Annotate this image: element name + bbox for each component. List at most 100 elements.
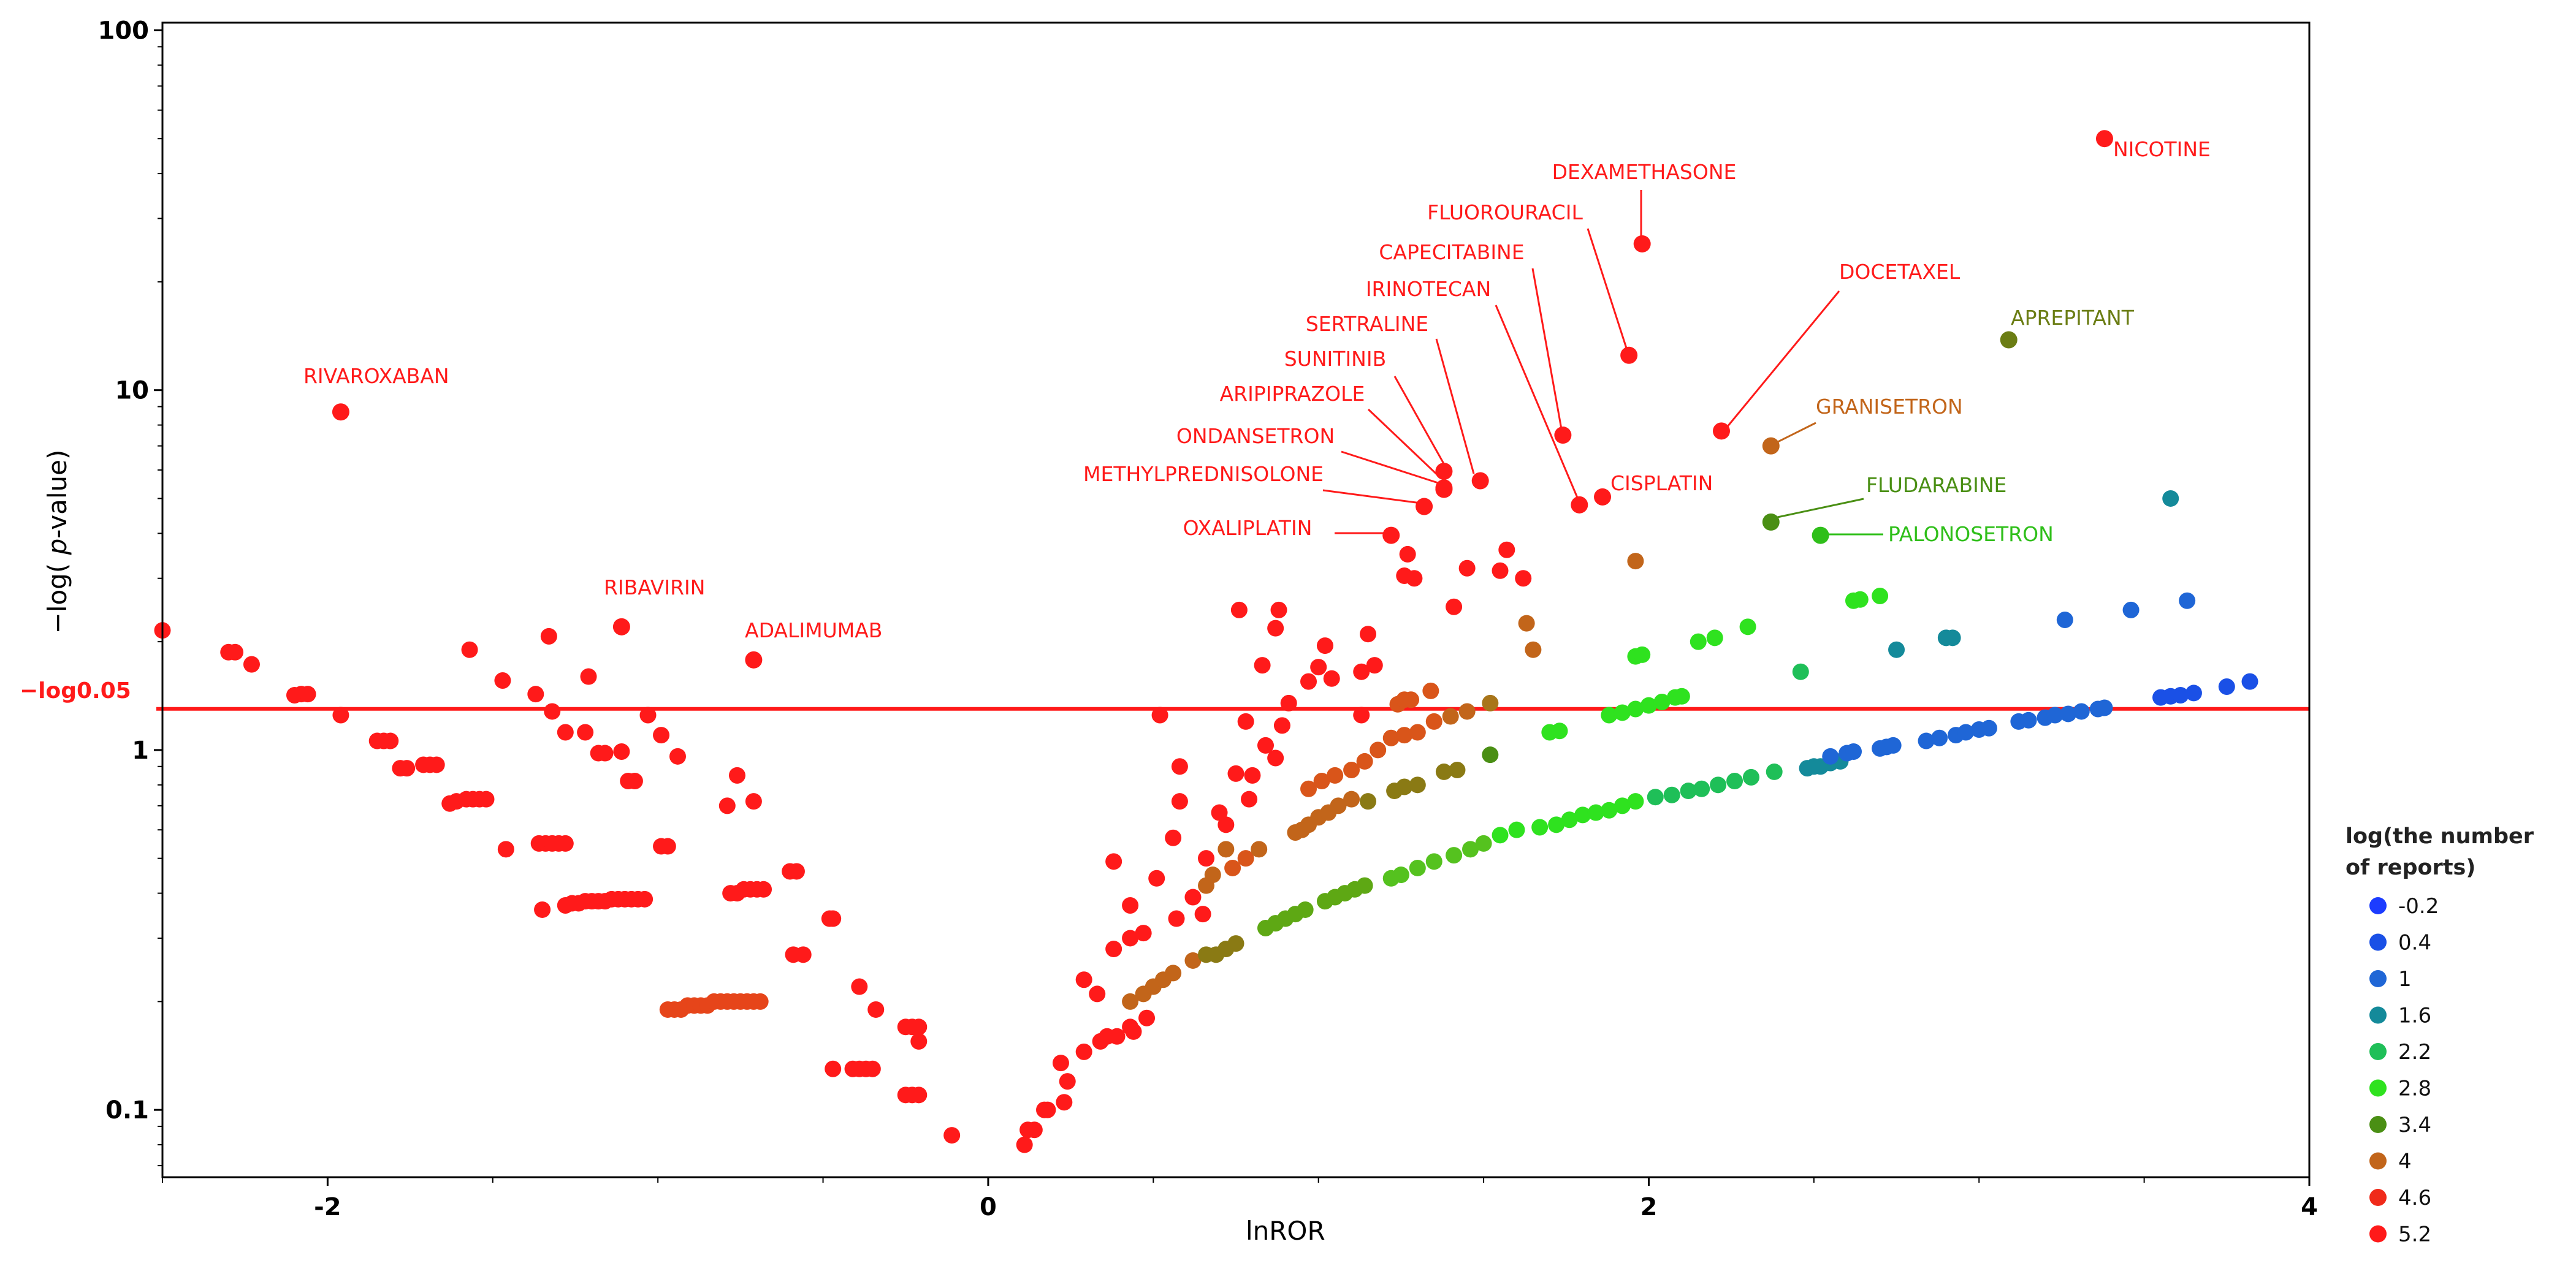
data-point xyxy=(2179,592,2196,609)
data-point xyxy=(1237,713,1254,730)
data-point xyxy=(943,1127,961,1144)
data-point xyxy=(1280,694,1297,711)
data-point xyxy=(1614,797,1631,814)
legend-label: 4 xyxy=(2398,1150,2412,1174)
data-point xyxy=(1241,791,1258,808)
data-point xyxy=(299,686,316,703)
legend: log(the number of reports) -0.2 0.4 1 1.6 2.… xyxy=(2345,824,2534,1247)
point-label: DEXAMETHASONE xyxy=(1552,160,1737,184)
point-label: ONDANSETRON xyxy=(1176,424,1335,448)
data-point xyxy=(398,760,416,777)
data-point xyxy=(1673,688,1690,705)
legend-swatch xyxy=(2369,1225,2387,1243)
labeled-point xyxy=(1382,526,1400,544)
data-point xyxy=(2056,611,2073,628)
data-point xyxy=(1406,570,1423,587)
data-point xyxy=(1251,841,1268,858)
data-point xyxy=(534,901,551,918)
data-point xyxy=(659,838,676,855)
data-point xyxy=(1482,694,1499,711)
data-point xyxy=(1218,841,1235,858)
legend-swatch xyxy=(2369,933,2387,951)
y-axis-title: −log( p-value) xyxy=(42,450,72,634)
data-point xyxy=(718,797,736,814)
data-point xyxy=(2241,673,2258,690)
labeled-point xyxy=(1620,346,1638,364)
data-point xyxy=(1884,737,1902,754)
threshold-label: −log0.05 xyxy=(20,678,131,704)
data-point xyxy=(1257,737,1274,754)
data-point xyxy=(1449,762,1466,779)
data-point xyxy=(825,910,842,927)
data-point xyxy=(1353,663,1370,680)
data-point xyxy=(613,743,630,760)
data-point xyxy=(1498,541,1515,558)
data-point xyxy=(1267,620,1284,637)
data-point xyxy=(1944,629,1961,647)
data-point xyxy=(1270,601,1287,618)
data-point xyxy=(1627,793,1644,810)
data-point xyxy=(1851,591,1869,608)
data-point xyxy=(1475,835,1492,852)
data-point xyxy=(864,1060,881,1077)
data-point xyxy=(1273,717,1290,734)
data-point xyxy=(1872,587,1889,604)
data-point xyxy=(1653,693,1671,710)
data-point xyxy=(1482,746,1499,764)
callout-line xyxy=(1720,290,1840,434)
callout-line xyxy=(1393,376,1446,466)
data-point xyxy=(1647,789,1664,806)
data-point xyxy=(910,1018,928,1036)
data-point xyxy=(1640,697,1657,714)
x-tick-label: -2 xyxy=(314,1193,341,1221)
x-tick-label: 0 xyxy=(980,1193,997,1221)
labeled-point xyxy=(1762,437,1780,455)
data-point xyxy=(745,793,762,810)
data-point xyxy=(544,703,561,720)
data-point xyxy=(1446,847,1463,864)
legend-label: 2.2 xyxy=(2398,1040,2431,1064)
data-point xyxy=(1075,1043,1092,1060)
labeled-point xyxy=(1571,496,1588,514)
data-point xyxy=(1442,708,1459,725)
labeled-point xyxy=(1594,488,1612,506)
data-point xyxy=(1151,707,1168,724)
point-label: CISPLATIN xyxy=(1610,471,1713,495)
data-point xyxy=(596,745,614,762)
data-point xyxy=(1237,850,1254,867)
labeled-point xyxy=(1416,498,1433,515)
point-label: ARIPIPRAZOLE xyxy=(1220,382,1365,406)
callout-line xyxy=(1531,268,1563,430)
legend-title-line-1: log(the number xyxy=(2345,824,2534,849)
data-point xyxy=(1458,703,1476,720)
labeled-point xyxy=(1762,513,1780,531)
data-point xyxy=(1300,673,1317,690)
callout-line xyxy=(1771,422,1816,446)
data-point xyxy=(1627,700,1644,718)
legend-items: -0.2 0.4 1 1.6 2.2 2.8 3.4 4 4.6 5.2 xyxy=(2369,894,2439,1247)
data-point xyxy=(1230,601,1248,618)
data-point xyxy=(1254,657,1271,674)
callout-line xyxy=(1322,489,1426,505)
data-point xyxy=(1422,682,1439,699)
data-point xyxy=(653,727,670,744)
labeled-point xyxy=(1812,526,1829,544)
data-point xyxy=(227,643,244,661)
data-point xyxy=(1531,819,1549,836)
data-point xyxy=(1446,598,1463,615)
data-point xyxy=(494,672,511,689)
data-point xyxy=(1039,1101,1056,1118)
data-point xyxy=(1227,765,1244,782)
data-point xyxy=(1135,925,1152,942)
labeled-point xyxy=(2000,331,2018,349)
data-point xyxy=(1525,641,1542,658)
point-label: PALONOSETRON xyxy=(1888,522,2054,546)
plot-frame xyxy=(161,21,2311,1178)
data-point xyxy=(577,724,594,741)
data-point xyxy=(1409,776,1426,794)
data-point xyxy=(1016,1136,1033,1153)
data-point xyxy=(2122,601,2140,618)
legend-swatch xyxy=(2369,1006,2387,1024)
data-point xyxy=(1399,545,1416,563)
